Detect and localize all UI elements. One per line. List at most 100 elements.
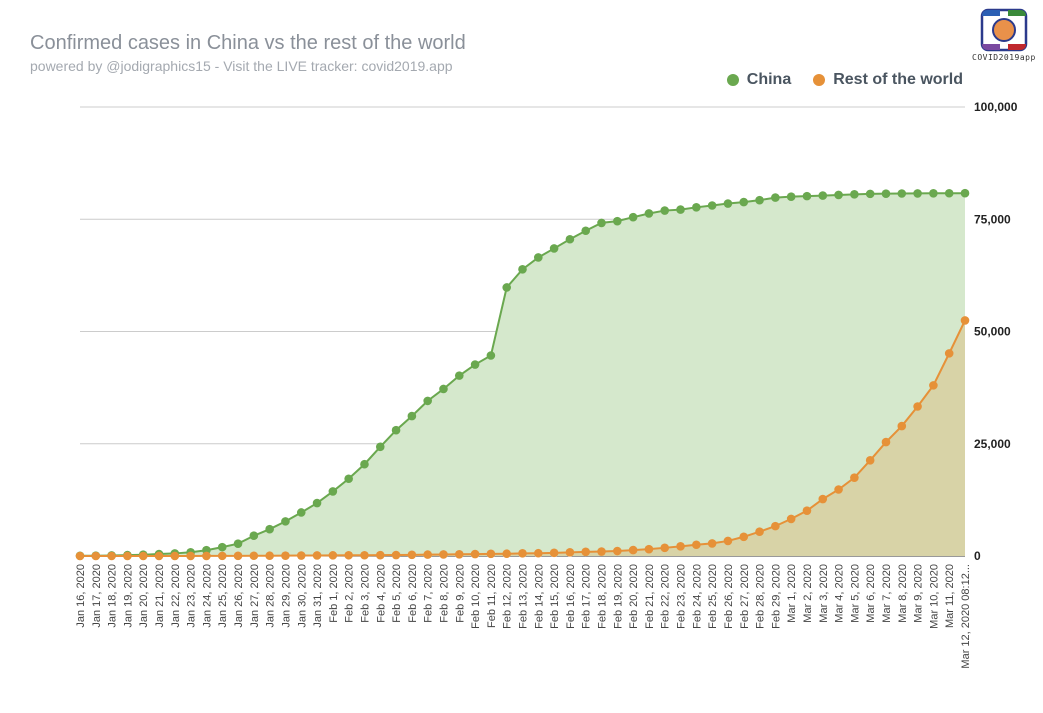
point-china[interactable] (850, 190, 859, 199)
point-rest[interactable] (897, 421, 907, 431)
point-rest[interactable] (960, 316, 970, 325)
point-china[interactable] (344, 474, 353, 484)
covid-logo-icon[interactable] (978, 8, 1030, 54)
point-china[interactable] (660, 206, 670, 215)
point-rest[interactable] (470, 549, 480, 559)
point-china[interactable] (534, 253, 543, 262)
point-rest[interactable] (407, 550, 417, 560)
point-rest[interactable] (771, 521, 780, 531)
point-china[interactable] (676, 205, 685, 214)
point-rest[interactable] (944, 349, 954, 358)
point-rest[interactable] (929, 381, 938, 390)
point-china[interactable] (265, 524, 274, 534)
point-china[interactable] (281, 517, 290, 526)
point-china[interactable] (249, 531, 259, 541)
point-rest[interactable] (865, 455, 875, 465)
point-rest[interactable] (850, 473, 859, 482)
point-rest[interactable] (644, 544, 654, 554)
point-china[interactable] (407, 411, 417, 421)
legend-item-rest[interactable]: Rest of the world (813, 71, 963, 89)
point-china[interactable] (597, 218, 606, 228)
point-china[interactable] (296, 508, 306, 517)
point-rest[interactable] (502, 549, 511, 559)
point-rest[interactable] (75, 551, 85, 561)
point-china[interactable] (217, 542, 227, 552)
point-china[interactable] (613, 216, 622, 226)
point-rest[interactable] (186, 551, 195, 561)
point-china[interactable] (502, 283, 511, 292)
point-china[interactable] (328, 487, 338, 496)
point-china[interactable] (929, 189, 938, 198)
point-china[interactable] (628, 212, 638, 222)
point-rest[interactable] (454, 549, 464, 559)
point-china[interactable] (944, 188, 954, 198)
point-china[interactable] (375, 442, 385, 452)
point-rest[interactable] (328, 551, 338, 560)
point-rest[interactable] (613, 546, 622, 556)
point-rest[interactable] (660, 543, 670, 553)
point-china[interactable] (960, 188, 970, 198)
point-rest[interactable] (692, 540, 701, 550)
point-rest[interactable] (344, 550, 353, 560)
point-rest[interactable] (249, 551, 259, 561)
point-china[interactable] (565, 234, 575, 244)
point-china[interactable] (518, 265, 527, 274)
point-rest[interactable] (360, 550, 369, 560)
point-rest[interactable] (581, 547, 591, 557)
point-rest[interactable] (375, 550, 385, 560)
point-rest[interactable] (312, 551, 322, 560)
point-rest[interactable] (597, 547, 606, 556)
point-rest[interactable] (549, 548, 559, 558)
point-china[interactable] (486, 351, 496, 360)
point-china[interactable] (739, 197, 749, 207)
point-china[interactable] (707, 201, 717, 210)
point-rest[interactable] (233, 551, 243, 561)
point-china[interactable] (439, 384, 448, 394)
point-rest[interactable] (565, 548, 575, 557)
point-china[interactable] (865, 189, 875, 199)
point-rest[interactable] (123, 551, 132, 561)
point-rest[interactable] (107, 551, 116, 561)
point-china[interactable] (312, 498, 322, 508)
point-china[interactable] (549, 244, 559, 253)
point-china[interactable] (423, 396, 432, 406)
point-rest[interactable] (170, 551, 180, 561)
point-rest[interactable] (755, 527, 764, 536)
point-rest[interactable] (439, 550, 448, 559)
point-rest[interactable] (802, 506, 812, 515)
legend-item-china[interactable]: China (726, 71, 791, 89)
point-china[interactable] (644, 209, 654, 218)
point-rest[interactable] (486, 549, 496, 559)
point-china[interactable] (834, 190, 843, 200)
point-china[interactable] (818, 191, 828, 200)
point-rest[interactable] (881, 437, 891, 447)
point-rest[interactable] (534, 548, 543, 558)
point-china[interactable] (470, 360, 480, 369)
point-china[interactable] (786, 192, 796, 201)
point-rest[interactable] (723, 536, 733, 546)
point-china[interactable] (881, 189, 891, 198)
point-china[interactable] (454, 371, 464, 380)
point-china[interactable] (755, 195, 764, 205)
point-rest[interactable] (265, 551, 274, 561)
point-china[interactable] (581, 226, 591, 236)
point-rest[interactable] (739, 532, 749, 542)
point-china[interactable] (802, 191, 812, 201)
point-rest[interactable] (423, 550, 432, 559)
point-rest[interactable] (154, 551, 164, 561)
point-rest[interactable] (391, 550, 401, 560)
point-rest[interactable] (138, 551, 148, 561)
point-china[interactable] (897, 189, 907, 198)
point-rest[interactable] (296, 551, 306, 560)
point-china[interactable] (723, 199, 733, 208)
point-rest[interactable] (676, 542, 685, 551)
point-china[interactable] (391, 425, 401, 435)
point-rest[interactable] (628, 545, 638, 555)
point-china[interactable] (913, 189, 922, 198)
point-china[interactable] (692, 203, 701, 212)
point-rest[interactable] (217, 551, 227, 561)
point-rest[interactable] (818, 494, 828, 504)
point-rest[interactable] (202, 551, 211, 561)
point-rest[interactable] (518, 549, 527, 558)
point-rest[interactable] (281, 551, 290, 560)
